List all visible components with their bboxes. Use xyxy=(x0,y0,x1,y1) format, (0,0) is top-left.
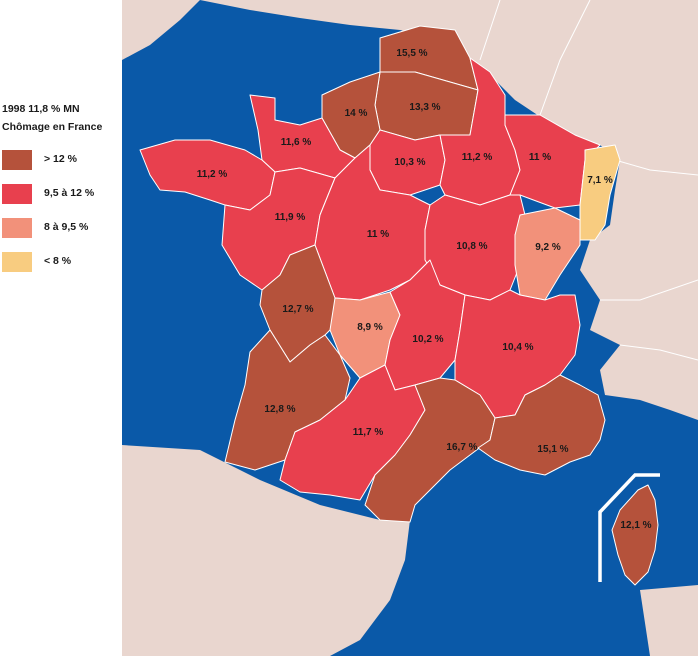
label-pays-de-la-loire: 11,9 % xyxy=(275,212,306,223)
label-rhone-alpes: 10,4 % xyxy=(502,342,533,353)
border-line xyxy=(600,279,698,301)
england-land xyxy=(122,0,200,60)
label-nord-pas-de-calais: 15,5 % xyxy=(396,48,427,59)
label-haute-normandie: 14 % xyxy=(345,108,368,119)
region-corse[interactable] xyxy=(611,484,659,586)
legend-swatch-8-9-5 xyxy=(2,218,32,238)
legend-swatch-9-5-12 xyxy=(2,184,32,204)
region-franche-comte[interactable] xyxy=(514,207,581,301)
legend-subtitle: Chômage en France xyxy=(2,121,103,133)
label-provence-alpes-cote-d-azur: 15,1 % xyxy=(537,444,568,455)
legend-label: > 12 % xyxy=(44,153,77,165)
corsica-inset-frame xyxy=(598,473,660,582)
region-auvergne[interactable] xyxy=(384,259,466,391)
label-alsace: 7,1 % xyxy=(587,175,613,186)
label-midi-pyrenees: 11,7 % xyxy=(353,427,384,438)
region-provence-alpes-cote-d-azur[interactable] xyxy=(477,374,606,476)
label-auvergne: 10,2 % xyxy=(412,334,443,345)
legend-title: 1998 11,8 % MN xyxy=(2,103,80,115)
region-alsace[interactable] xyxy=(579,144,621,241)
label-languedoc-roussillon: 16,7 % xyxy=(446,442,477,453)
label-champagne-ardenne: 11,2 % xyxy=(462,152,493,163)
border-line xyxy=(479,0,501,61)
legend-label: < 8 % xyxy=(44,255,72,267)
label-lorraine: 11 % xyxy=(529,152,551,163)
legend-swatch-gt12 xyxy=(2,150,32,170)
region-languedoc-roussillon[interactable] xyxy=(364,377,496,523)
label-corse: 12,1 % xyxy=(620,520,651,531)
sardinia-land xyxy=(640,585,698,656)
border-line xyxy=(539,0,591,116)
legend-label: 8 à 9,5 % xyxy=(44,221,89,233)
spain-land xyxy=(122,445,410,656)
label-ile-de-france: 10,3 % xyxy=(394,157,425,168)
label-franche-comte: 9,2 % xyxy=(535,242,561,253)
label-bourgogne: 10,8 % xyxy=(456,241,487,252)
label-centre: 11 % xyxy=(367,229,389,240)
label-picardie: 13,3 % xyxy=(409,102,440,113)
label-poitou-charentes: 12,7 % xyxy=(282,304,313,315)
label-basse-normandie: 11,6 % xyxy=(281,137,312,148)
legend-swatch-lt8 xyxy=(2,252,32,272)
label-aquitaine: 12,8 % xyxy=(264,404,295,415)
border-line xyxy=(614,159,698,176)
neighbouring-countries-land xyxy=(200,0,698,420)
legend-label: 9,5 à 12 % xyxy=(44,187,95,199)
label-bretagne: 11,2 % xyxy=(197,169,228,180)
border-line xyxy=(619,344,698,361)
label-limousin: 8,9 % xyxy=(357,322,383,333)
